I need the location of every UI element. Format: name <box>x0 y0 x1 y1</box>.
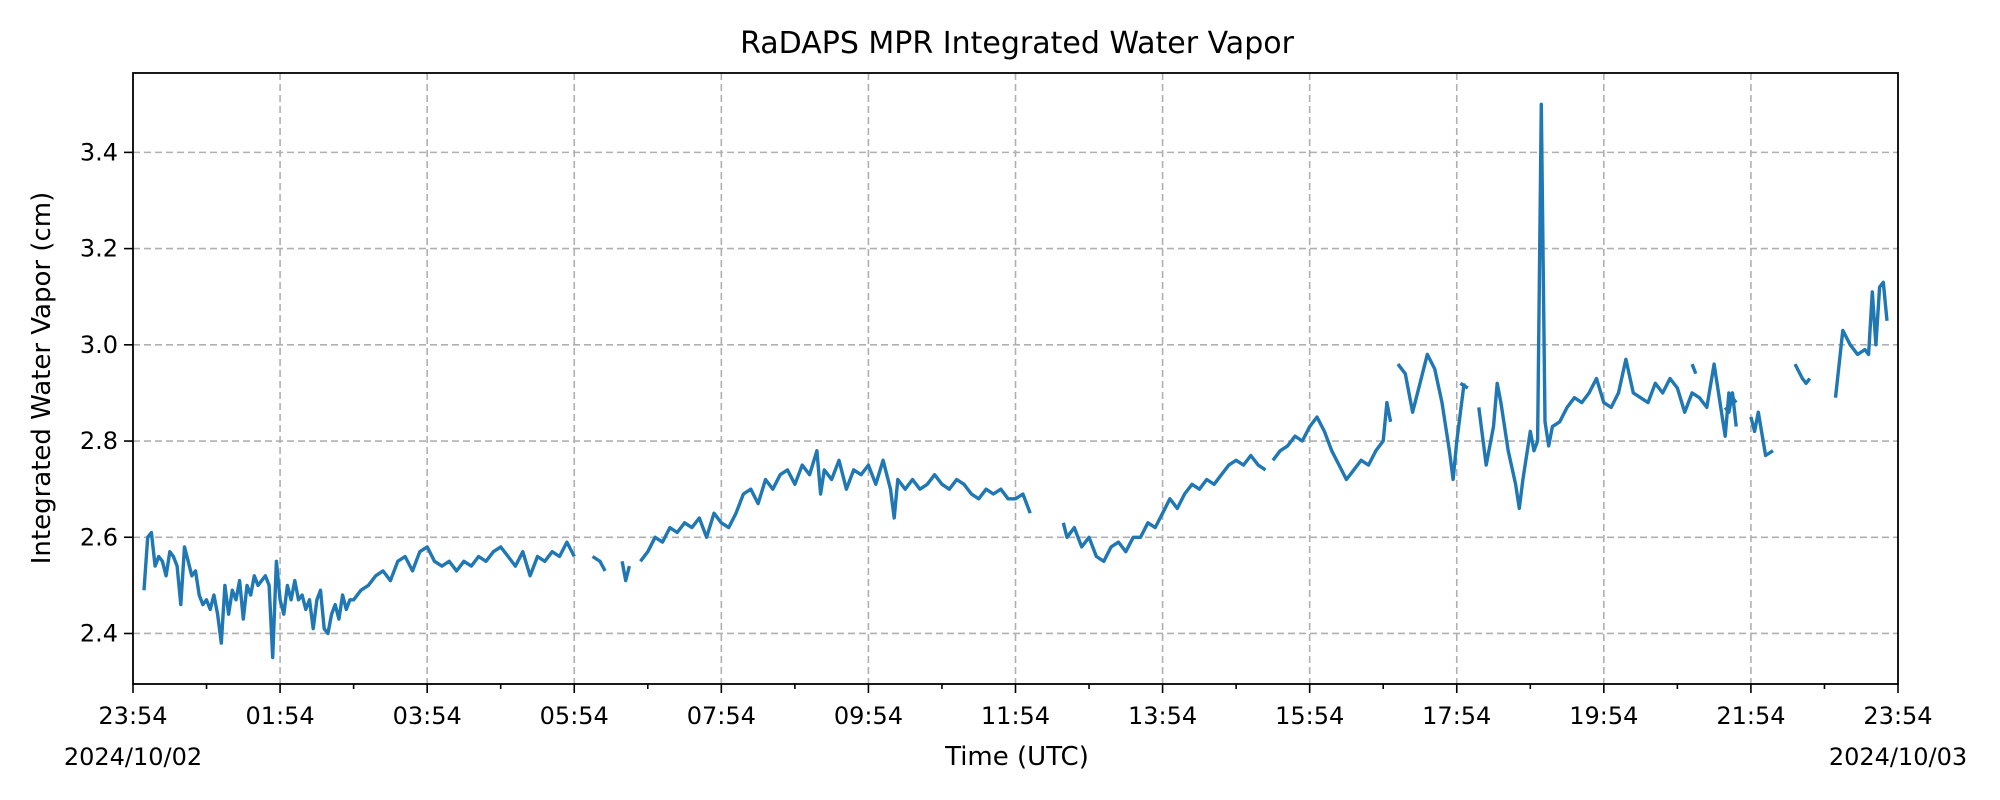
grid <box>133 73 1898 684</box>
x-tick-label: 01:54 <box>245 702 314 730</box>
series-line-segment <box>1477 102 1738 511</box>
x-tick-label: 11:54 <box>981 702 1050 730</box>
series-line-segment <box>1749 410 1774 458</box>
x-axis-label: Time (UTC) <box>944 742 1089 772</box>
y-tick-label: 3.0 <box>80 331 118 359</box>
y-tick-label: 3.4 <box>80 138 118 166</box>
x-tick-label: 23:54 <box>98 702 167 730</box>
x-tick-label: 19:54 <box>1569 702 1638 730</box>
x-tick-label: 15:54 <box>1275 702 1344 730</box>
x-tick-label: 17:54 <box>1422 702 1491 730</box>
series-iwv <box>142 102 1889 660</box>
chart-title: RaDAPS MPR Integrated Water Vapor <box>740 26 1295 61</box>
y-tick-label: 3.2 <box>80 235 118 263</box>
x-tick-label: 03:54 <box>393 702 462 730</box>
x-tick-label: 09:54 <box>834 702 903 730</box>
x-tick-label: 23:54 <box>1863 702 1932 730</box>
series-line-segment <box>1690 363 1698 375</box>
series-line-segment <box>1061 453 1267 563</box>
x-axis: 23:54 01:54 03:54 05:54 07:54 09:54 11:54 13:54… <box>98 684 1933 730</box>
series-line-segment <box>1396 352 1466 482</box>
series-line-segment <box>1833 280 1889 398</box>
series-line-segment <box>1271 400 1393 482</box>
x-tick-label: 05:54 <box>540 702 609 730</box>
series-line-segment <box>1459 381 1469 390</box>
x-tick-label: 13:54 <box>1128 702 1197 730</box>
series-line-segment <box>639 449 1032 563</box>
y-axis-label: Integrated Water Vapor (cm) <box>27 192 57 565</box>
y-tick-label: 2.6 <box>80 523 118 551</box>
x-tick-label: 21:54 <box>1716 702 1785 730</box>
y-tick-label: 2.4 <box>80 619 118 647</box>
series-line-segment <box>1723 391 1738 427</box>
series-line-segment <box>591 555 607 572</box>
series-line-segment <box>1793 363 1812 385</box>
x-start-date-label: 2024/10/02 <box>64 743 202 771</box>
series-line-segment <box>142 530 576 660</box>
x-tick-label: 07:54 <box>687 702 756 730</box>
series-line-segment <box>620 560 632 583</box>
y-tick-label: 2.8 <box>80 427 118 455</box>
x-end-date-label: 2024/10/03 <box>1829 743 1967 771</box>
y-axis: 2.4 2.6 2.8 3.0 3.2 3.4 <box>80 138 133 647</box>
